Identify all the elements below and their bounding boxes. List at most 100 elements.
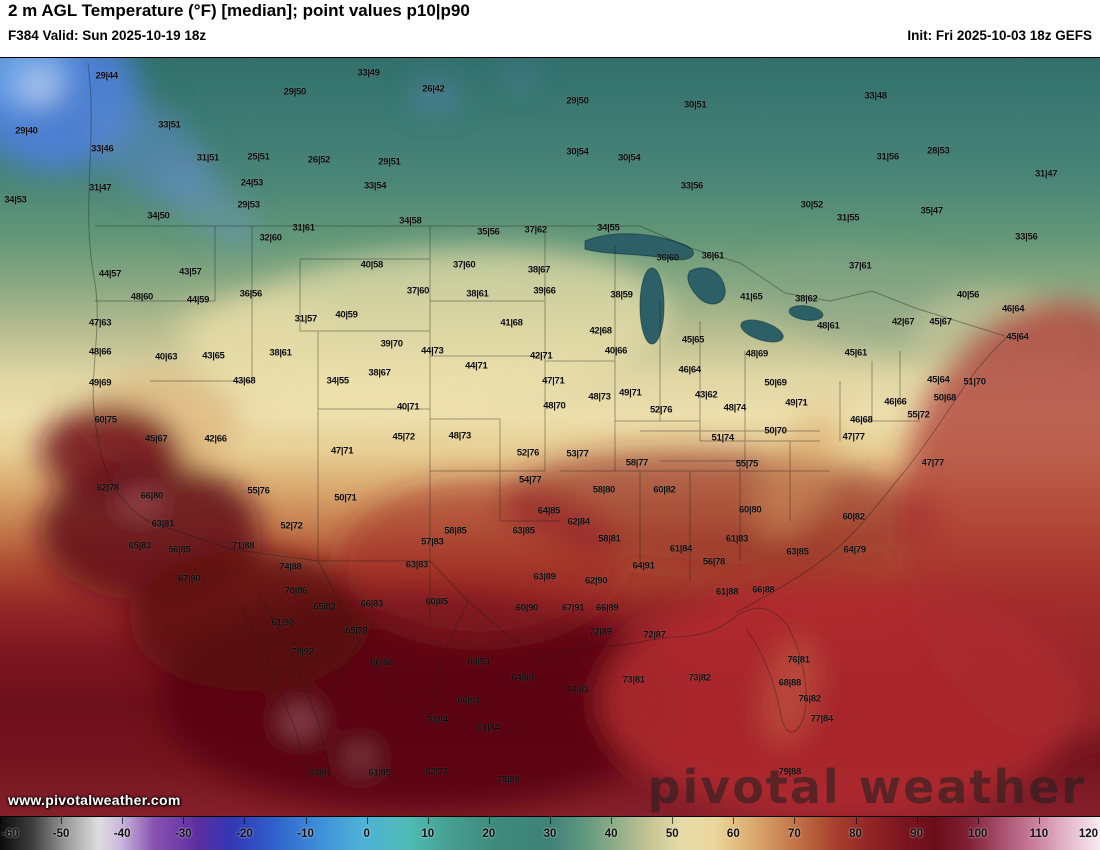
point-value: 60|80: [739, 504, 762, 516]
point-value: 44|57: [98, 268, 122, 280]
point-value: 45|67: [145, 433, 168, 445]
colorbar-tick: [855, 817, 857, 824]
point-value: 70|86: [284, 585, 308, 597]
point-value: 77|84: [810, 713, 834, 725]
point-value: 33|54: [363, 180, 387, 192]
colorbar-tick-label: 0: [363, 827, 370, 840]
point-value: 60|82: [842, 511, 865, 523]
point-value: 45|64: [927, 374, 950, 386]
point-value: 66|80: [370, 657, 394, 669]
colorbar-tick: [611, 817, 613, 824]
colorbar-tick: [916, 817, 918, 824]
colorbar-tick: [0, 817, 1, 824]
point-value: 43|62: [695, 389, 718, 401]
point-value: 48|73: [448, 430, 472, 442]
point-value: 48|60: [130, 291, 154, 303]
colorbar-tick-label: 10: [421, 827, 435, 840]
point-value: 44|59: [186, 294, 210, 306]
point-value: 41|65: [740, 291, 763, 303]
colorbar-tick-label: 100: [968, 827, 988, 840]
point-value: 72|87: [643, 629, 666, 641]
point-value: 52|76: [516, 447, 540, 459]
point-value: 40|63: [154, 351, 178, 363]
point-value: 31|61: [292, 222, 315, 234]
point-value: 72|89: [589, 626, 612, 638]
point-value: 48|69: [745, 348, 769, 360]
point-value: 38|61: [269, 347, 292, 359]
point-value: 63|81: [151, 518, 175, 530]
point-value: 31|47: [1034, 168, 1058, 180]
map-canvas[interactable]: 29|44 33|49 29|50 26|42 29|50 30|51 33|48 29|40…: [0, 57, 1100, 818]
point-value: 30|54: [618, 152, 641, 164]
colorbar-tick-label: 50: [665, 827, 679, 840]
point-value: 34|50: [147, 210, 170, 222]
point-value: 66|88: [752, 584, 775, 596]
point-value: 45|67: [929, 316, 952, 328]
point-value: 40|59: [335, 309, 358, 321]
point-value: 31|56: [876, 151, 900, 163]
header-subrow: F384 Valid: Sun 2025-10-19 18z Init: Fri…: [8, 28, 1092, 43]
point-value: 26|42: [422, 83, 445, 95]
point-value: 63|89: [533, 571, 556, 583]
point-value: 33|56: [1015, 231, 1038, 243]
point-value: 38|62: [795, 293, 818, 305]
point-value: 29|50: [566, 95, 589, 107]
point-value: 61|85: [368, 767, 391, 779]
point-value: 24|53: [240, 177, 264, 189]
point-value: 33|51: [158, 119, 181, 131]
point-value: 48|61: [817, 320, 840, 332]
point-value: 30|52: [800, 199, 824, 211]
point-value: 60|75: [94, 414, 117, 426]
point-value: 35|47: [920, 205, 944, 217]
point-value: 47|77: [842, 431, 865, 443]
point-value: 48|73: [588, 391, 611, 403]
point-value: 30|51: [684, 99, 707, 111]
point-value: 48|66: [88, 346, 112, 358]
colorbar-tick: [1038, 817, 1040, 824]
colorbar-tick-label: -60: [2, 827, 19, 840]
point-value: 47|77: [921, 457, 945, 469]
colorbar-tick-label: 40: [604, 827, 618, 840]
point-value: 76|81: [787, 654, 810, 666]
colorbar-tick-label: 70: [788, 827, 801, 840]
point-value: 70|84: [425, 714, 449, 726]
point-value: 56|78: [702, 556, 726, 568]
point-value: 55|72: [907, 409, 930, 421]
colorbar-tick: [672, 817, 674, 824]
point-value: 41|68: [500, 317, 523, 329]
site-watermark: www.pivotalweather.com: [8, 792, 181, 808]
colorbar-tick: [366, 817, 368, 824]
point-value: 34|55: [597, 222, 620, 234]
point-value: 58|80: [592, 484, 616, 496]
point-value: 32|60: [259, 232, 282, 244]
point-value: 28|53: [927, 145, 950, 157]
point-value: 63|85: [512, 525, 535, 537]
point-value: 29|44: [95, 70, 119, 82]
point-value: 29|51: [378, 156, 401, 168]
point-value: 75|89: [497, 774, 520, 786]
header: 2 m AGL Temperature (°F) [median]; point…: [0, 0, 1100, 57]
point-value: 60|85: [425, 596, 449, 608]
point-value: 45|61: [844, 347, 868, 359]
point-value: 66|80: [140, 490, 164, 502]
point-value: 29|53: [237, 199, 260, 211]
point-value: 79|88: [778, 766, 802, 778]
colorbar-tick: [977, 817, 979, 824]
point-value: 39|70: [380, 338, 403, 350]
init-time-label: Init: Fri 2025-10-03 18z GEFS: [907, 28, 1092, 43]
point-value: 45|64: [1006, 331, 1029, 343]
point-value: 58|77: [625, 457, 649, 469]
colorbar-tick: [305, 817, 307, 824]
point-value: 36|61: [701, 250, 725, 262]
point-value: 48|74: [723, 402, 747, 414]
point-value: 62|90: [585, 575, 608, 587]
point-value: 66|83: [360, 598, 384, 610]
point-value: 38|59: [610, 289, 633, 301]
point-value: 64|91: [632, 560, 655, 572]
point-value: 50|70: [764, 425, 787, 437]
point-value: 52|76: [649, 404, 673, 416]
point-value: 31|55: [836, 212, 860, 224]
point-value: 66|89: [596, 602, 619, 614]
colorbar-tick: [550, 817, 551, 824]
point-value: 74|88: [279, 561, 302, 573]
